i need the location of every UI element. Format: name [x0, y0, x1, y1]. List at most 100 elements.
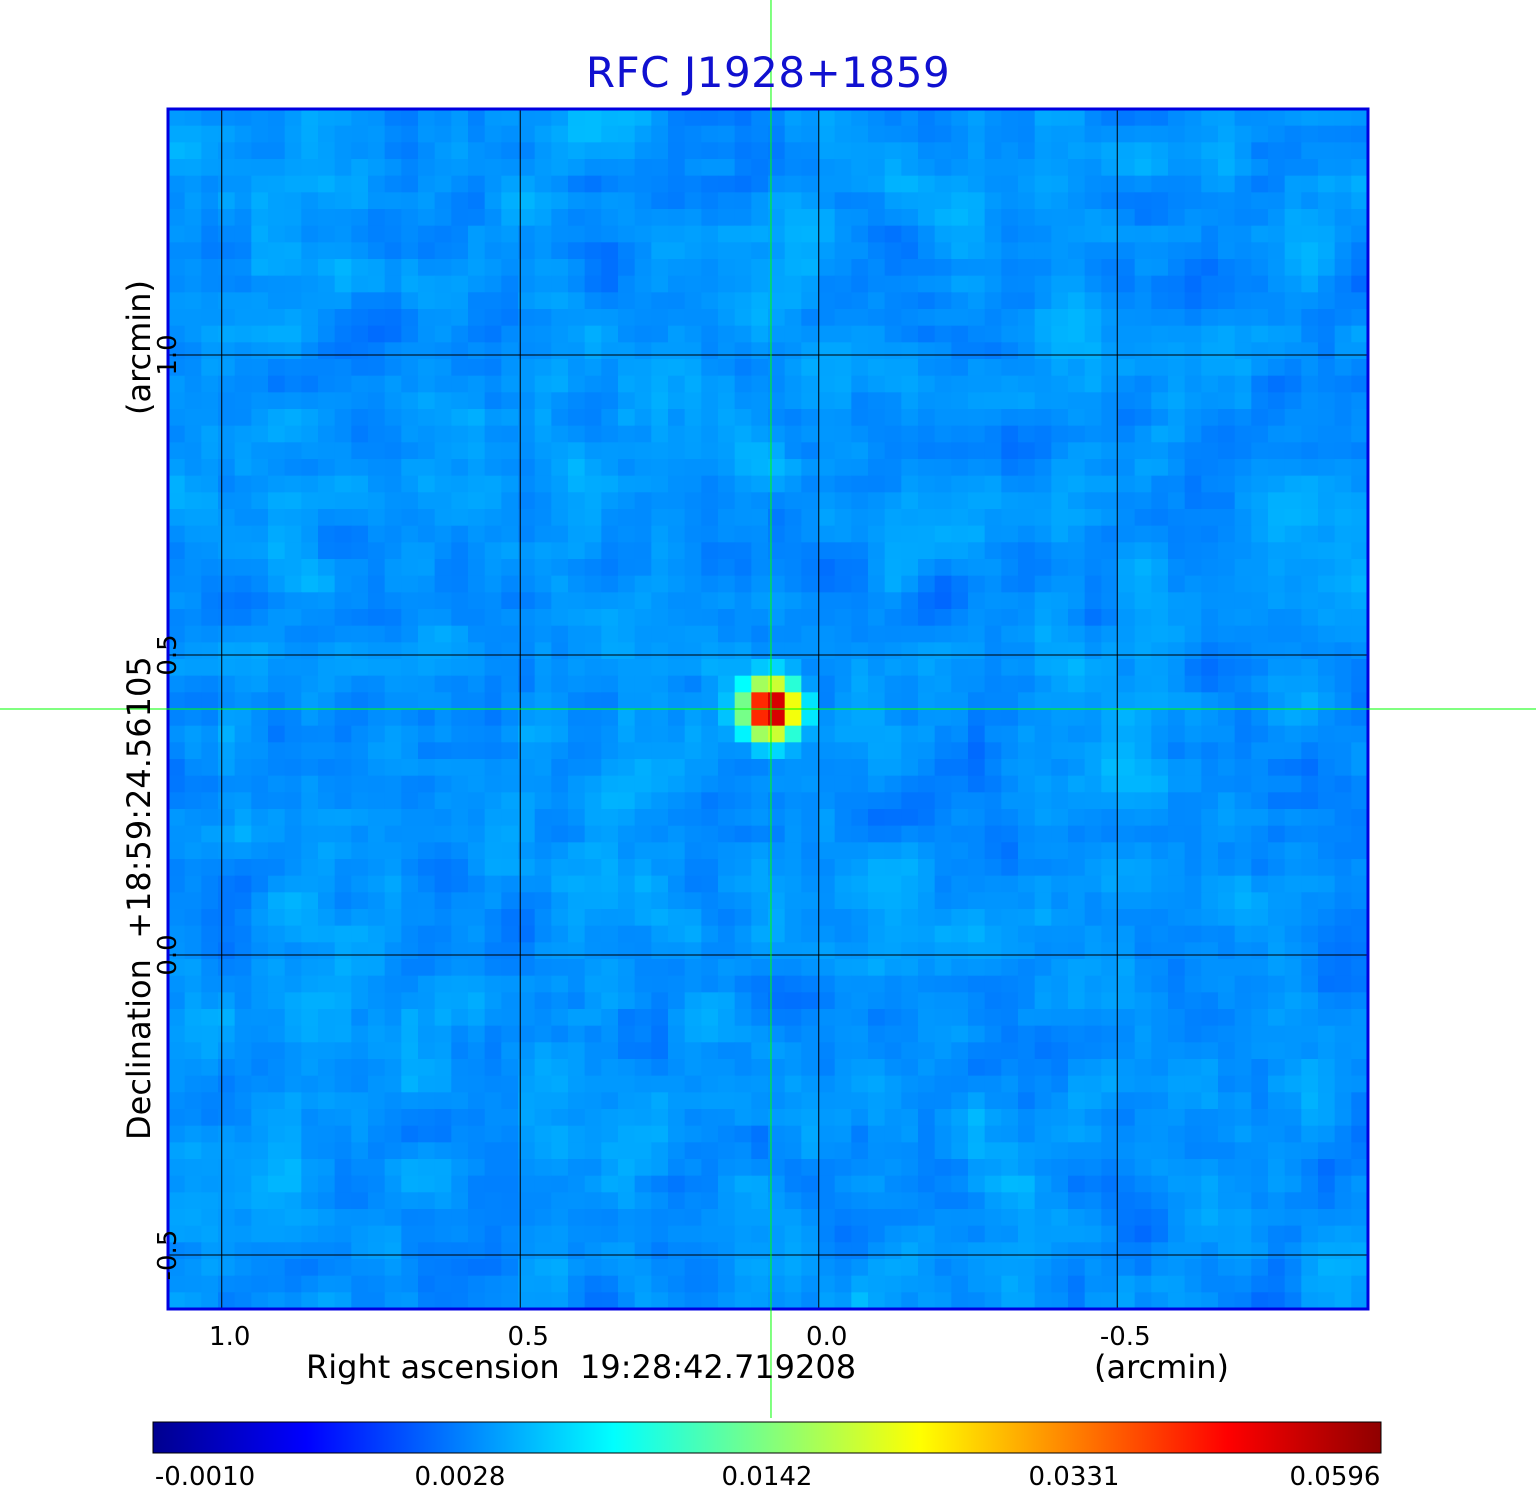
- heatmap-cell: [768, 1192, 786, 1210]
- heatmap-cell: [901, 142, 919, 160]
- heatmap-cell: [368, 859, 386, 877]
- heatmap-cell: [851, 359, 869, 377]
- heatmap-cell: [301, 509, 319, 527]
- heatmap-cell: [834, 1025, 852, 1043]
- heatmap-cell: [584, 1042, 602, 1060]
- heatmap-cell: [468, 509, 486, 527]
- heatmap-cell: [901, 725, 919, 743]
- heatmap-cell: [1251, 1159, 1269, 1177]
- heatmap-cell: [1151, 342, 1169, 360]
- heatmap-cell: [751, 259, 769, 277]
- heatmap-cell: [968, 409, 986, 427]
- heatmap-cell: [668, 725, 686, 743]
- heatmap-cell: [234, 959, 252, 977]
- heatmap-cell: [1301, 259, 1319, 277]
- heatmap-cell: [551, 875, 569, 893]
- heatmap-cell: [734, 325, 752, 343]
- heatmap-cell: [834, 709, 852, 727]
- heatmap-cell: [484, 442, 502, 460]
- heatmap-cell: [1251, 142, 1269, 160]
- heatmap-cell: [651, 1042, 669, 1060]
- heatmap-cell: [468, 1209, 486, 1227]
- heatmap-cell: [218, 192, 236, 210]
- heatmap-cell: [768, 425, 786, 443]
- heatmap-cell: [1118, 992, 1136, 1010]
- heatmap-cell: [818, 609, 836, 627]
- heatmap-cell: [201, 1109, 219, 1127]
- heatmap-cell: [418, 1225, 436, 1243]
- heatmap-cell: [734, 959, 752, 977]
- heatmap-cell: [384, 109, 402, 127]
- heatmap-cell: [234, 925, 252, 943]
- heatmap-cell: [634, 725, 652, 743]
- heatmap-cell: [184, 442, 202, 460]
- heatmap-cell: [568, 492, 586, 510]
- heatmap-cell: [184, 125, 202, 143]
- heatmap-cell: [668, 509, 686, 527]
- heatmap-cell: [451, 409, 469, 427]
- heatmap-cell: [1234, 209, 1252, 227]
- heatmap-cell: [1334, 775, 1352, 793]
- heatmap-cell: [384, 259, 402, 277]
- heatmap-cell: [234, 375, 252, 393]
- heatmap-cell: [618, 842, 636, 860]
- heatmap-cell: [1018, 975, 1036, 993]
- heatmap-cell: [418, 459, 436, 477]
- heatmap-cell: [534, 759, 552, 777]
- heatmap-cell: [751, 1042, 769, 1060]
- heatmap-cell: [834, 192, 852, 210]
- heatmap-cell: [684, 1192, 702, 1210]
- heatmap-cell: [518, 725, 536, 743]
- heatmap-cell: [318, 275, 336, 293]
- heatmap-cell: [501, 642, 519, 660]
- heatmap-cell: [718, 1225, 736, 1243]
- heatmap-cell: [334, 725, 352, 743]
- heatmap-cell: [551, 225, 569, 243]
- heatmap-cell: [434, 1259, 452, 1277]
- heatmap-cell: [451, 325, 469, 343]
- heatmap-cell: [1018, 242, 1036, 260]
- heatmap-cell: [684, 225, 702, 243]
- heatmap-cell: [534, 492, 552, 510]
- heatmap-cell: [684, 1009, 702, 1027]
- heatmap-cell: [584, 942, 602, 960]
- heatmap-cell: [168, 325, 186, 343]
- heatmap-cell: [568, 425, 586, 443]
- heatmap-cell: [568, 325, 586, 343]
- heatmap-cell: [551, 675, 569, 693]
- heatmap-cell: [551, 975, 569, 993]
- heatmap-cell: [1318, 109, 1336, 127]
- heatmap-cell: [368, 1242, 386, 1260]
- heatmap-cell: [684, 775, 702, 793]
- heatmap-cell: [184, 509, 202, 527]
- heatmap-cell: [1351, 775, 1368, 793]
- heatmap-cell: [584, 859, 602, 877]
- heatmap-cell: [1301, 1142, 1319, 1160]
- heatmap-cell: [634, 742, 652, 760]
- heatmap-cell: [968, 992, 986, 1010]
- heatmap-cell: [1068, 509, 1086, 527]
- heatmap-cell: [684, 1092, 702, 1110]
- heatmap-cell: [851, 592, 869, 610]
- heatmap-cell: [1251, 692, 1269, 710]
- heatmap-cell: [734, 775, 752, 793]
- heatmap-cell: [1218, 975, 1236, 993]
- heatmap-cell: [1134, 792, 1152, 810]
- heatmap-cell: [634, 409, 652, 427]
- heatmap-cell: [901, 792, 919, 810]
- heatmap-cell: [901, 825, 919, 843]
- heatmap-cell: [1284, 209, 1302, 227]
- heatmap-cell: [1334, 442, 1352, 460]
- heatmap-cell: [951, 1092, 969, 1110]
- heatmap-cell: [368, 509, 386, 527]
- heatmap-cell: [818, 125, 836, 143]
- heatmap-cell: [301, 1092, 319, 1110]
- heatmap-cell: [1351, 892, 1368, 910]
- heatmap-cell: [318, 142, 336, 160]
- heatmap-cell: [301, 359, 319, 377]
- heatmap-cell: [984, 242, 1002, 260]
- heatmap-cell: [868, 242, 886, 260]
- heatmap-cell: [934, 1159, 952, 1177]
- heatmap-cell: [1268, 259, 1286, 277]
- heatmap-cell: [918, 1109, 936, 1127]
